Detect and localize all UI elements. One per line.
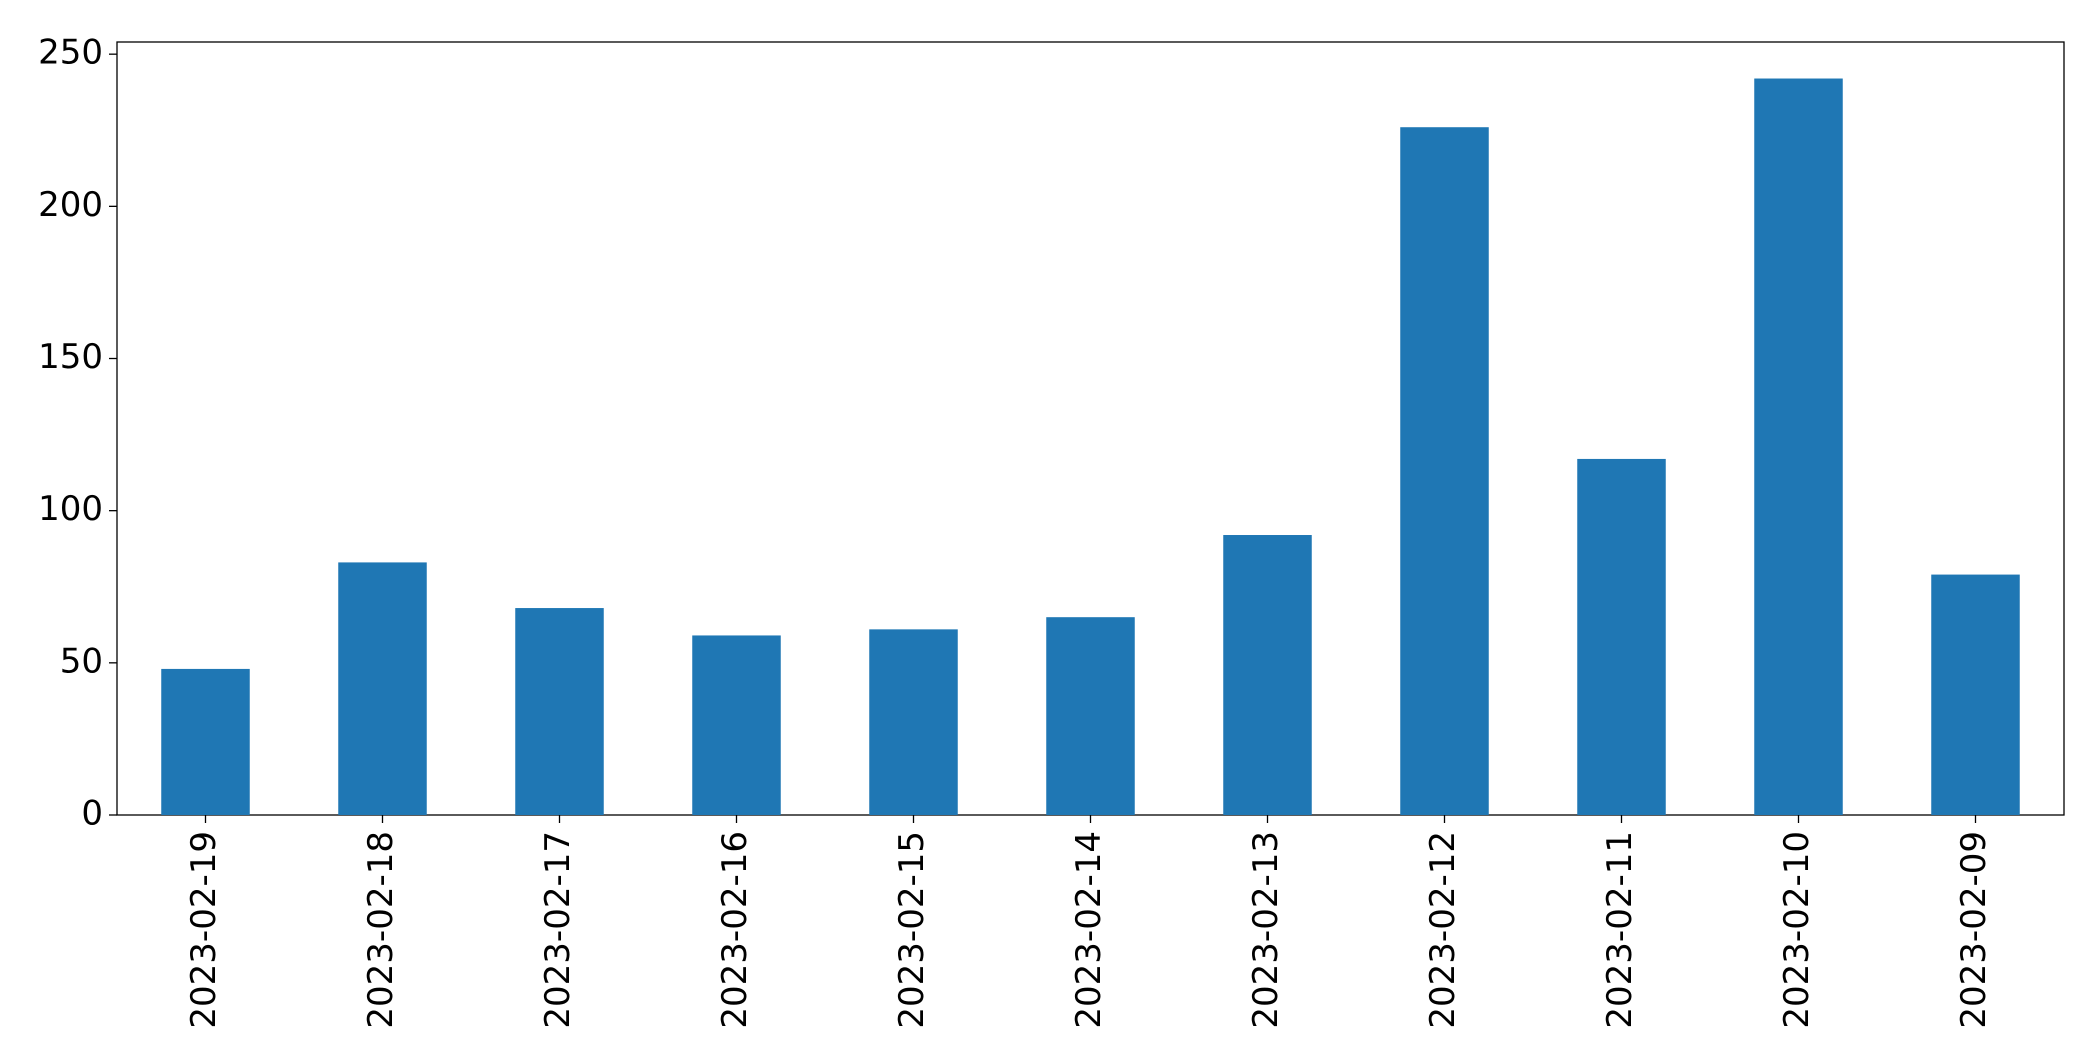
bar — [515, 608, 604, 815]
bar — [338, 562, 427, 815]
bar — [1223, 535, 1312, 815]
y-tick-label: 100 — [38, 489, 103, 529]
bar — [161, 668, 250, 815]
bar — [1046, 617, 1135, 815]
y-tick-label: 200 — [38, 185, 103, 225]
y-tick-label: 50 — [60, 641, 103, 681]
y-tick-label: 150 — [38, 337, 103, 377]
x-tick-label: 2023-02-16 — [715, 831, 755, 1029]
bar — [692, 635, 781, 815]
x-tick-label: 2023-02-10 — [1777, 831, 1817, 1029]
x-tick-label: 2023-02-14 — [1069, 831, 1109, 1029]
x-tick-label: 2023-02-18 — [361, 831, 401, 1029]
x-tick-label: 2023-02-13 — [1246, 831, 1286, 1029]
x-tick-label: 2023-02-17 — [538, 831, 578, 1029]
x-tick-label: 2023-02-09 — [1954, 831, 1994, 1029]
x-tick-label: 2023-02-12 — [1423, 831, 1463, 1029]
y-tick-label: 0 — [81, 794, 103, 834]
bar — [1577, 458, 1666, 815]
bar — [1754, 78, 1843, 816]
x-tick-label: 2023-02-11 — [1600, 831, 1640, 1029]
x-tick-label: 2023-02-15 — [892, 831, 932, 1029]
x-tick-label: 2023-02-19 — [184, 831, 224, 1029]
y-tick-label: 250 — [38, 33, 103, 73]
bar — [1400, 127, 1489, 816]
bar — [1931, 574, 2020, 815]
bar — [869, 629, 958, 815]
